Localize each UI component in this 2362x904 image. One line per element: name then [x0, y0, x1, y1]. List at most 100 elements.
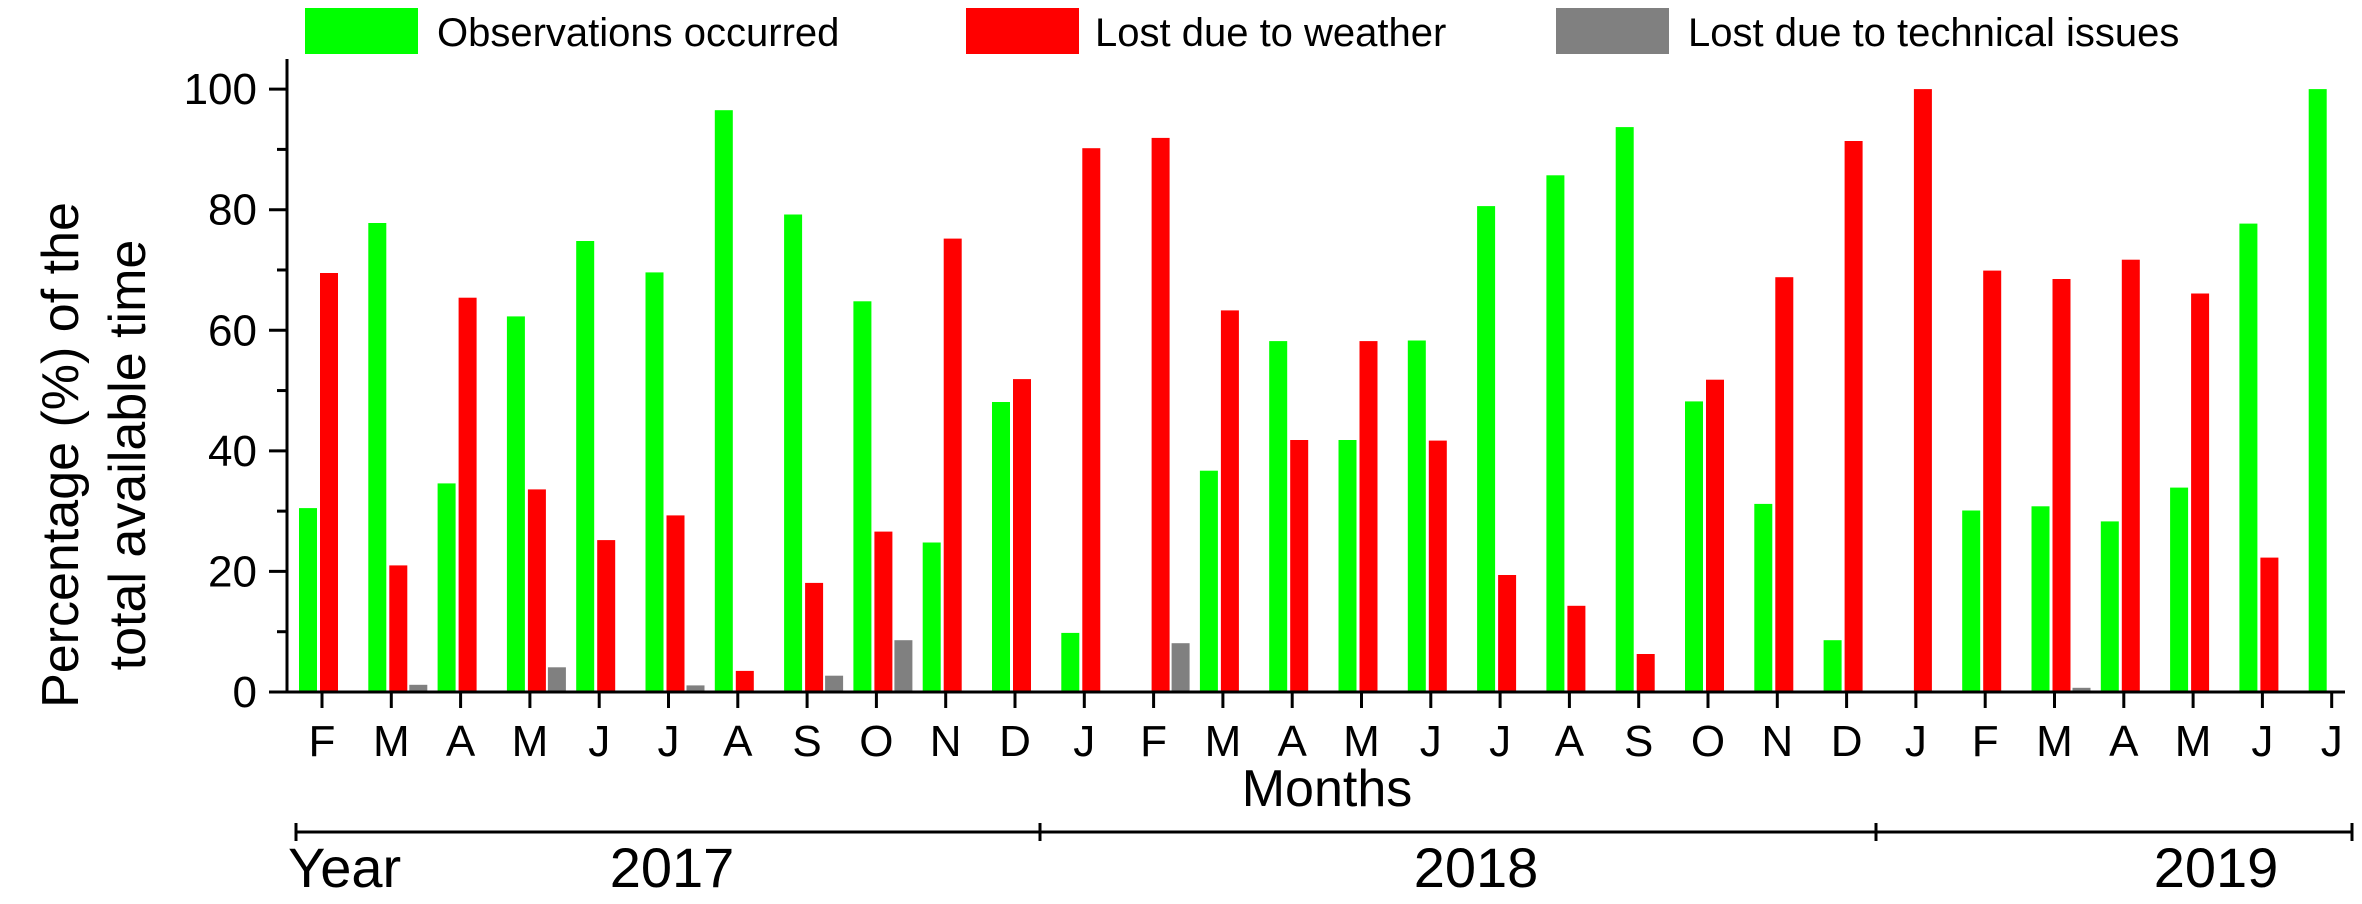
y-tick-label-60: 60 — [208, 306, 257, 355]
x-tick-label-24: F — [1972, 717, 1999, 766]
bar-weather-23 — [1913, 89, 1932, 693]
legend: Observations occurred Lost due to weathe… — [305, 8, 2179, 55]
x-tick-label-18: A — [1555, 717, 1585, 766]
bar-technical-12 — [1171, 643, 1190, 692]
bar-observations-3 — [506, 316, 525, 692]
bar-weather-27 — [2191, 293, 2210, 692]
y-tick-label-40: 40 — [208, 427, 257, 476]
bar-technical-8 — [894, 640, 913, 692]
x-tick-label-5: J — [658, 717, 680, 766]
bar-observations-18 — [1546, 175, 1565, 693]
bar-weather-24 — [1983, 270, 2002, 692]
x-tick-label-26: A — [2109, 717, 2139, 766]
bar-observations-27 — [2170, 487, 2189, 692]
x-tick-label-23: J — [1905, 717, 1927, 766]
bar-weather-25 — [2052, 279, 2071, 692]
year-label-2019: 2019 — [2154, 836, 2279, 899]
bar-weather-4 — [597, 540, 616, 692]
x-tick-label-15: M — [1343, 717, 1380, 766]
x-tick-label-29: J — [2321, 717, 2343, 766]
bar-observations-9 — [922, 542, 941, 692]
bar-observations-2 — [437, 483, 456, 692]
y-axis-title-line2: total available time — [99, 240, 157, 671]
x-tick-label-6: A — [723, 717, 753, 766]
x-tick-label-2: A — [446, 717, 476, 766]
bar-observations-13 — [1199, 470, 1218, 692]
x-tick-label-22: D — [1831, 717, 1863, 766]
y-axis: 0 20 40 60 80 100 — [184, 59, 289, 717]
bar-observations-20 — [1685, 401, 1703, 692]
x-tick-label-13: M — [1205, 717, 1242, 766]
bar-observations-10 — [992, 402, 1010, 692]
year-axis: 2017 2018 2019 — [294, 823, 2354, 899]
bar-observations-24 — [1962, 510, 1981, 692]
bar-observations-22 — [1823, 640, 1842, 692]
bar-weather-12 — [1151, 137, 1170, 692]
bar-observations-16 — [1407, 340, 1426, 692]
bar-weather-0 — [320, 273, 338, 692]
x-tick-label-12: F — [1140, 717, 1167, 766]
x-tick-label-27: M — [2175, 717, 2212, 766]
bar-observations-0 — [299, 508, 317, 692]
bar-technical-25 — [2072, 687, 2091, 692]
x-tick-label-14: A — [1278, 717, 1308, 766]
x-tick-label-1: M — [373, 717, 410, 766]
bar-weather-11 — [1082, 148, 1101, 692]
bar-weather-1 — [389, 565, 408, 692]
x-tick-label-3: M — [512, 717, 549, 766]
y-tick-label-80: 80 — [208, 186, 257, 235]
legend-swatch-weather — [966, 8, 1079, 54]
x-tick-label-17: J — [1489, 717, 1511, 766]
bar-weather-16 — [1428, 440, 1447, 692]
bar-weather-2 — [458, 297, 477, 692]
bar-observations-26 — [2100, 521, 2119, 692]
bar-observations-21 — [1754, 503, 1773, 692]
bar-observations-19 — [1615, 127, 1634, 693]
bar-weather-17 — [1498, 575, 1517, 692]
bar-technical-5 — [686, 685, 705, 692]
bar-technical-7 — [825, 675, 844, 692]
bar-weather-9 — [943, 238, 962, 692]
bar-observations-14 — [1269, 341, 1288, 692]
bar-observations-4 — [576, 241, 595, 692]
legend-label-technical: Lost due to technical issues — [1688, 11, 2179, 55]
x-tick-label-19: S — [1624, 717, 1653, 766]
bar-weather-15 — [1359, 341, 1378, 692]
bar-technical-1 — [409, 684, 428, 692]
y-tick-label-100: 100 — [184, 65, 257, 114]
y-tick-label-20: 20 — [208, 547, 257, 596]
bar-observations-28 — [2239, 223, 2258, 692]
bar-observations-25 — [2031, 506, 2050, 692]
x-tick-label-16: J — [1420, 717, 1442, 766]
bar-weather-13 — [1220, 310, 1239, 692]
x-tick-label-0: F — [309, 717, 336, 766]
x-tick-label-8: O — [859, 717, 893, 766]
y-axis-title-line1: Percentage (%) of the — [32, 202, 90, 708]
bar-weather-6 — [735, 670, 754, 692]
bar-weather-21 — [1775, 277, 1794, 692]
bar-observations-6 — [714, 110, 733, 692]
year-axis-label: Year — [288, 836, 401, 899]
bar-weather-20 — [1706, 379, 1724, 692]
bar-weather-26 — [2121, 259, 2140, 692]
bar-weather-14 — [1290, 440, 1309, 692]
bar-weather-19 — [1636, 654, 1655, 692]
year-label-2018: 2018 — [1414, 836, 1539, 899]
x-tick-label-10: D — [999, 717, 1031, 766]
bar-observations-7 — [784, 214, 803, 692]
bar-technical-3 — [547, 667, 566, 692]
bar-weather-28 — [2260, 557, 2279, 692]
x-tick-label-4: J — [588, 717, 610, 766]
x-tick-label-7: S — [792, 717, 821, 766]
bar-observations-11 — [1061, 632, 1080, 692]
legend-swatch-observations — [305, 8, 418, 54]
x-axis-title: Months — [1242, 760, 1413, 818]
bar-observations-29 — [2308, 89, 2327, 693]
x-tick-label-25: M — [2036, 717, 2073, 766]
x-tick-label-11: J — [1073, 717, 1095, 766]
x-tick-label-20: O — [1691, 717, 1725, 766]
legend-swatch-technical — [1556, 8, 1669, 54]
bar-observations-5 — [645, 272, 664, 692]
